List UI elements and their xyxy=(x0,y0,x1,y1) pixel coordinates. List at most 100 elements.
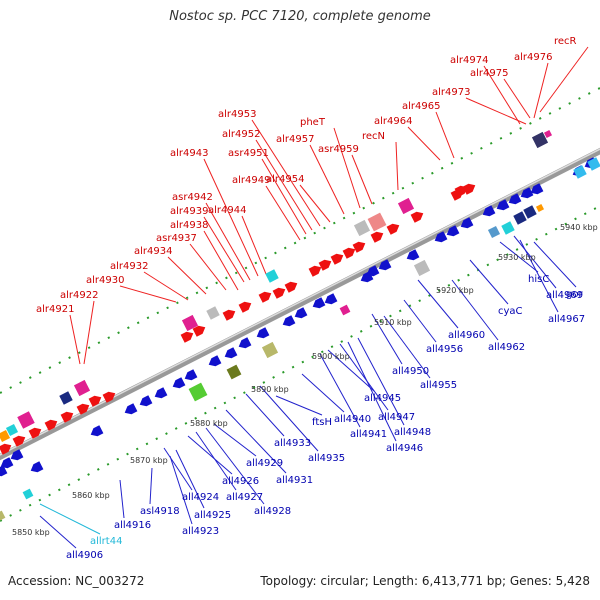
gene-label-recN[interactable]: recN xyxy=(362,131,385,142)
gene-label-alr4949[interactable]: alr4949 xyxy=(232,175,270,186)
gene-label-all4925[interactable]: all4925 xyxy=(194,510,231,521)
gene-label-all4967[interactable]: all4967 xyxy=(548,314,585,325)
gene-label-ftsH[interactable]: ftsH xyxy=(312,417,332,428)
feature-block[interactable] xyxy=(543,129,553,139)
gene-label-all4940[interactable]: all4940 xyxy=(334,414,371,425)
gene-label-all4947[interactable]: all4947 xyxy=(378,412,415,423)
gene-label-asl4918[interactable]: asl4918 xyxy=(140,506,180,517)
feature-block[interactable] xyxy=(535,203,545,213)
gene-bottom-19[interactable] xyxy=(460,217,474,229)
gene-bottom-30[interactable] xyxy=(0,465,8,477)
gene-label-recR[interactable]: recR xyxy=(554,36,577,47)
gene-label-all4945[interactable]: all4945 xyxy=(364,393,401,404)
gene-label-all4906[interactable]: all4906 xyxy=(66,550,103,561)
feature-block[interactable] xyxy=(17,411,35,429)
gene-top-25[interactable] xyxy=(462,183,476,195)
gene-label-alr4952[interactable]: alr4952 xyxy=(222,129,260,140)
gene-top-0[interactable] xyxy=(0,443,12,455)
gene-bottom-5[interactable] xyxy=(208,355,222,367)
feature-block[interactable] xyxy=(0,510,6,522)
gene-label-pheT[interactable]: pheT xyxy=(300,117,326,128)
gene-top-22[interactable] xyxy=(410,211,424,223)
feature-block[interactable] xyxy=(0,429,11,443)
gene-top-11[interactable] xyxy=(238,301,252,313)
gene-top-4[interactable] xyxy=(60,411,74,423)
gene-label-alr4964[interactable]: alr4964 xyxy=(374,116,412,127)
gene-label-alr4973[interactable]: alr4973 xyxy=(432,87,470,98)
gene-label-hisC[interactable]: hisC xyxy=(528,274,549,285)
gene-bottom-24[interactable] xyxy=(530,183,544,195)
feature-block[interactable] xyxy=(413,259,431,277)
gene-bottom-6[interactable] xyxy=(224,347,238,359)
feature-block[interactable] xyxy=(265,269,279,283)
feature-block[interactable] xyxy=(501,221,515,235)
gene-label-all4950[interactable]: all4950 xyxy=(392,366,429,377)
feature-block[interactable] xyxy=(513,211,527,225)
gene-bottom-7[interactable] xyxy=(238,337,252,349)
gene-bottom-23[interactable] xyxy=(520,187,534,199)
gene-label-alr4953[interactable]: alr4953 xyxy=(218,109,256,120)
gene-top-18[interactable] xyxy=(342,247,356,259)
feature-block[interactable] xyxy=(587,157,600,171)
feature-block[interactable] xyxy=(573,165,587,179)
gene-top-7[interactable] xyxy=(102,391,116,403)
gene-bottom-22[interactable] xyxy=(508,193,522,205)
gene-label-all4948[interactable]: all4948 xyxy=(394,427,431,438)
gene-label-all4962[interactable]: all4962 xyxy=(488,342,525,353)
gene-label-alr4975[interactable]: alr4975 xyxy=(470,68,508,79)
gene-label-asr4959[interactable]: asr4959 xyxy=(318,144,359,155)
gene-label-alr4934[interactable]: alr4934 xyxy=(134,246,172,257)
gene-label-all4916[interactable]: all4916 xyxy=(114,520,151,531)
gene-label-alr4944[interactable]: alr4944 xyxy=(208,205,246,216)
gene-top-14[interactable] xyxy=(284,281,298,293)
gene-bottom-10[interactable] xyxy=(294,307,308,319)
gene-label-all4946[interactable]: all4946 xyxy=(386,443,423,454)
feature-block[interactable] xyxy=(188,382,208,402)
gene-bottom-16[interactable] xyxy=(406,249,420,261)
gene-label-all4955[interactable]: all4955 xyxy=(420,380,457,391)
gene-label-all4923[interactable]: all4923 xyxy=(182,526,219,537)
gene-top-19[interactable] xyxy=(352,241,366,253)
gene-label-all4969[interactable]: all4969 xyxy=(546,290,583,301)
gene-top-6[interactable] xyxy=(88,395,102,407)
gene-bottom-9[interactable] xyxy=(282,315,296,327)
feature-block[interactable] xyxy=(226,364,242,380)
gene-bottom-18[interactable] xyxy=(446,225,460,237)
gene-label-all4924[interactable]: all4924 xyxy=(182,492,219,503)
gene-label-alr4965[interactable]: alr4965 xyxy=(402,101,440,112)
gene-top-2[interactable] xyxy=(28,427,42,439)
gene-top-13[interactable] xyxy=(272,287,286,299)
gene-label-alr4921[interactable]: alr4921 xyxy=(36,304,74,315)
gene-bottom-31[interactable] xyxy=(30,461,44,473)
gene-label-all4933[interactable]: all4933 xyxy=(274,438,311,449)
gene-bottom-27[interactable] xyxy=(90,425,104,437)
gene-label-all4927[interactable]: all4927 xyxy=(226,492,263,503)
gene-top-21[interactable] xyxy=(386,223,400,235)
gene-label-all4935[interactable]: all4935 xyxy=(308,453,345,464)
gene-label-all4956[interactable]: all4956 xyxy=(426,344,463,355)
gene-top-10[interactable] xyxy=(222,309,236,321)
gene-bottom-14[interactable] xyxy=(366,265,380,277)
gene-label-alr4939[interactable]: alr4939 xyxy=(170,206,208,217)
gene-label-all4960[interactable]: all4960 xyxy=(448,330,485,341)
gene-top-17[interactable] xyxy=(330,253,344,265)
gene-bottom-1[interactable] xyxy=(139,395,153,407)
feature-block[interactable] xyxy=(523,205,537,219)
gene-label-alr4943[interactable]: alr4943 xyxy=(170,148,208,159)
gene-bottom-20[interactable] xyxy=(482,205,496,217)
gene-bottom-21[interactable] xyxy=(496,199,510,211)
feature-block[interactable] xyxy=(397,197,415,215)
gene-label-all4941[interactable]: all4941 xyxy=(350,429,387,440)
gene-label-all4928[interactable]: all4928 xyxy=(254,506,291,517)
feature-block[interactable] xyxy=(73,379,91,397)
feature-block[interactable] xyxy=(59,391,73,405)
gene-bottom-17[interactable] xyxy=(434,231,448,243)
gene-bottom-12[interactable] xyxy=(324,293,338,305)
feature-block[interactable] xyxy=(5,423,19,437)
feature-block[interactable] xyxy=(487,225,501,239)
gene-label-all4929[interactable]: all4929 xyxy=(246,458,283,469)
gene-label-alr4954[interactable]: alr4954 xyxy=(266,174,304,185)
gene-label-alr4938[interactable]: alr4938 xyxy=(170,220,208,231)
gene-top-8[interactable] xyxy=(180,331,194,343)
feature-block[interactable] xyxy=(339,304,351,316)
